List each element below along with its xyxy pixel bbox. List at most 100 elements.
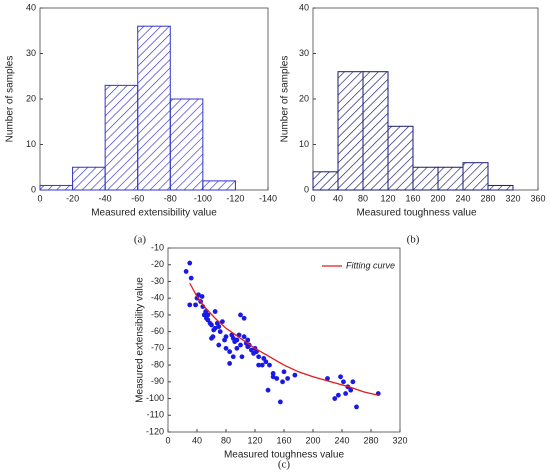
x-tick-label: 360 xyxy=(530,193,545,203)
y-tick-label: -70 xyxy=(151,343,164,353)
scatter-point xyxy=(267,362,272,368)
x-axis-label: Measured toughness value xyxy=(356,208,477,219)
bar xyxy=(487,184,514,191)
x-tick-label: 0 xyxy=(165,435,170,445)
bar xyxy=(312,171,339,191)
bar xyxy=(412,166,439,191)
x-tick-label: 80 xyxy=(358,193,368,203)
scatter-point xyxy=(274,376,280,381)
y-tick-label: 10 xyxy=(299,139,309,149)
scatter-point xyxy=(332,396,338,401)
y-tick-label: -80 xyxy=(151,359,164,369)
scatter-point xyxy=(270,374,276,380)
y-tick-label: 20 xyxy=(299,93,309,103)
bar xyxy=(437,166,464,191)
scatter-point xyxy=(245,337,251,343)
scatter-point xyxy=(234,345,240,351)
scatter-point xyxy=(212,309,218,314)
scatter-point xyxy=(343,391,349,396)
y-tick-label: -10 xyxy=(151,242,164,252)
scatter-point xyxy=(263,359,269,365)
scatter-point xyxy=(270,371,276,376)
scatter-point xyxy=(216,342,222,348)
y-tick-label: -60 xyxy=(151,326,164,336)
x-tick-label: 240 xyxy=(455,193,470,203)
scatter-point xyxy=(292,372,298,378)
x-tick-label: 0 xyxy=(310,193,315,203)
y-tick-label: -110 xyxy=(147,410,164,420)
x-tick-label: -140 xyxy=(259,193,277,203)
scatter-point xyxy=(219,319,225,324)
x-tick-label: -120 xyxy=(226,193,244,203)
x-tick-label: 120 xyxy=(380,193,395,203)
bar xyxy=(362,71,389,191)
scatter-point xyxy=(183,269,189,274)
scatter-point xyxy=(227,361,233,366)
scatter-point xyxy=(193,302,198,308)
x-tick-label: -40 xyxy=(99,193,112,203)
bar xyxy=(137,25,171,191)
fit-curve xyxy=(189,282,379,396)
x-axis-label: Measured toughness value xyxy=(224,450,345,461)
scatter-point xyxy=(209,322,214,328)
plot-frame xyxy=(167,247,401,433)
x-tick-label: 40 xyxy=(333,193,343,203)
y-tick-label: -40 xyxy=(151,293,164,303)
y-axis-label: Number of samples xyxy=(280,56,291,143)
bar xyxy=(337,71,364,191)
scatter-point xyxy=(335,392,341,398)
y-tick-label: 0 xyxy=(31,184,36,194)
scatter-point xyxy=(217,329,223,335)
scatter-point xyxy=(187,302,193,308)
scatter-point xyxy=(325,376,330,381)
scatter-point xyxy=(230,354,236,360)
x-tick-label: 200 xyxy=(430,193,445,203)
y-tick-label: -120 xyxy=(146,426,164,436)
panel-label: (b) xyxy=(407,234,420,246)
x-tick-label: 160 xyxy=(276,435,291,445)
y-axis-label: Measured extensibility value xyxy=(135,277,146,403)
x-tick-label: 320 xyxy=(505,193,520,203)
bar xyxy=(202,180,236,191)
scatter-point xyxy=(227,349,233,355)
y-tick-label: -20 xyxy=(151,259,164,269)
bar xyxy=(169,98,204,191)
scatter-point xyxy=(223,334,229,340)
x-tick-label: -60 xyxy=(131,193,144,203)
scatter-point xyxy=(281,369,287,375)
scatter-point xyxy=(204,315,209,321)
x-tick-label: 200 xyxy=(305,435,320,445)
scatter-point xyxy=(234,337,240,343)
x-tick-label: 160 xyxy=(405,193,420,203)
scatter-point xyxy=(256,362,262,368)
x-tick-label: 120 xyxy=(247,435,262,445)
panel-label: (a) xyxy=(134,234,147,246)
legend-label: Fitting curve xyxy=(346,260,395,270)
scatter-point xyxy=(216,324,222,330)
x-tick-label: 40 xyxy=(192,435,202,445)
scatter-point xyxy=(277,399,283,405)
scatter-point xyxy=(280,379,285,385)
scatter-point xyxy=(199,294,205,299)
scatter-point xyxy=(265,387,271,393)
y-axis-label: Number of samples xyxy=(5,56,16,143)
y-tick-label: 30 xyxy=(26,48,36,58)
x-tick-label: 280 xyxy=(363,435,378,445)
y-tick-label: 40 xyxy=(299,2,309,12)
x-axis-label: Measured extensibility value xyxy=(91,208,217,219)
scatter-point xyxy=(341,379,346,385)
scatter-point xyxy=(354,404,359,410)
scatter-point xyxy=(285,376,291,381)
scatter-point xyxy=(238,312,243,318)
y-tick-label: 30 xyxy=(299,48,309,58)
panel-label: (c) xyxy=(278,459,291,471)
bar xyxy=(72,166,106,191)
scatter-point xyxy=(350,379,356,385)
x-tick-label: 320 xyxy=(392,435,407,445)
x-tick-label: 280 xyxy=(480,193,495,203)
y-tick-label: 20 xyxy=(26,93,36,103)
x-tick-label: -20 xyxy=(66,193,79,203)
x-tick-label: 240 xyxy=(334,435,349,445)
scatter-point xyxy=(239,354,245,360)
